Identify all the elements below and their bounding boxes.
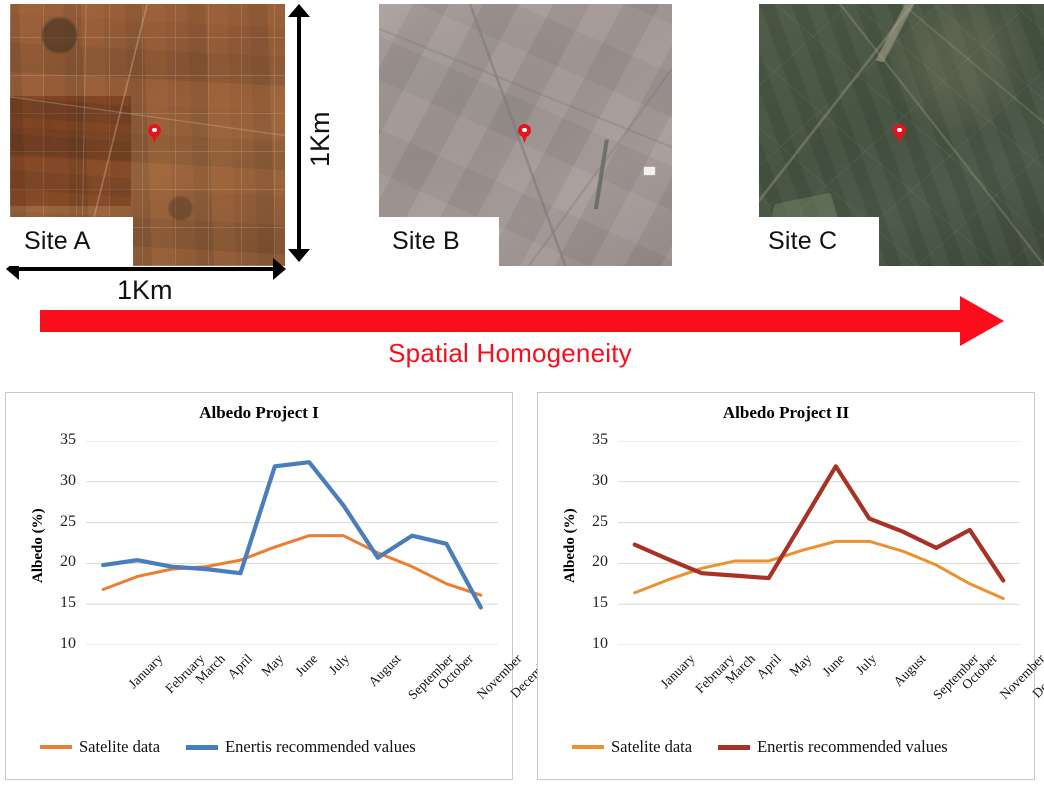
y-tick-label: 10	[60, 635, 76, 652]
legend-swatch-line-icon	[718, 744, 751, 750]
legend-item-satellite[interactable]: Satelite data	[572, 737, 692, 757]
site-b-location-pin	[518, 124, 531, 143]
horizontal-scale-label: 1Km	[117, 275, 173, 305]
site-panel-b: Site B	[378, 4, 672, 266]
x-tick-label: June	[292, 651, 321, 680]
x-tick-label: April	[224, 651, 256, 682]
legend-item-recommended[interactable]: Enertis recommended values	[186, 737, 416, 757]
legend-swatch-line-icon	[572, 745, 604, 749]
x-tick-label: July	[852, 651, 879, 678]
legend-item-recommended[interactable]: Enertis recommended values	[718, 737, 948, 757]
legend-label: Enertis recommended values	[225, 737, 416, 756]
vertical-scale-arrow	[288, 4, 310, 262]
chart-2-title: Albedo Project II	[722, 403, 850, 422]
spatial-homogeneity-arrow-group: Spatial Homogeneity	[0, 296, 1044, 368]
chart-2-lines	[618, 441, 1020, 645]
legend-swatch-line-icon	[186, 744, 219, 750]
chart-1-title: Albedo Project I	[199, 403, 319, 422]
site-c-label: Site C	[754, 217, 879, 266]
y-tick-label: 25	[592, 512, 608, 530]
x-tick-label: May	[257, 651, 286, 680]
chart-panel-albedo-project-2: Albedo Project II Albedo (%) 10 15 20 25 30 3…	[537, 392, 1044, 780]
legend-label: Satelite data	[79, 737, 161, 756]
y-tick-label: 20	[60, 553, 76, 571]
site-c-location-pin	[893, 124, 906, 143]
chart-2-plot-area	[618, 441, 1020, 645]
site-a-label: Site A	[10, 217, 133, 266]
y-tick-label: 25	[60, 512, 76, 530]
site-a-location-pin	[148, 124, 161, 143]
y-tick-label: 15	[592, 594, 608, 612]
y-tick-label: 10	[592, 635, 608, 652]
chart-1-lines	[86, 441, 498, 645]
y-tick-label: 20	[592, 553, 608, 571]
site-panel-a: Site A	[10, 4, 285, 266]
homogeneity-arrow-head-icon	[960, 296, 1004, 346]
chart-panel-albedo-project-1: Albedo Project I Albedo (%) 10 15 20 25 30 35…	[5, 392, 557, 780]
chart-2-legend: Satelite data Enertis recommended values	[572, 737, 974, 757]
series-line-recommended	[101, 460, 483, 610]
legend-swatch-line-icon	[40, 745, 72, 749]
site-imagery-row: Site A Site B Site C 1Km	[0, 0, 1044, 305]
x-tick-label: August	[890, 651, 929, 690]
site-panel-c: Site C	[754, 4, 1044, 266]
homogeneity-arrow-shaft	[40, 310, 970, 332]
y-tick-label: 35	[592, 431, 608, 448]
chart-1-plot-area	[86, 441, 498, 645]
spatial-homogeneity-label: Spatial Homogeneity	[388, 338, 632, 368]
legend-label: Enertis recommended values	[757, 737, 948, 756]
x-tick-label: April	[753, 651, 785, 682]
x-tick-label: July	[325, 651, 353, 678]
legend-label: Satelite data	[611, 737, 693, 756]
chart-1-legend: Satelite data Enertis recommended values	[40, 737, 442, 757]
y-tick-label: 15	[60, 594, 76, 612]
site-b-label: Site B	[378, 217, 499, 266]
y-tick-label: 30	[60, 471, 76, 489]
x-tick-label: August	[364, 651, 404, 690]
legend-item-satellite[interactable]: Satelite data	[40, 737, 160, 757]
y-tick-label: 35	[60, 431, 76, 448]
x-tick-label: May	[785, 651, 815, 680]
y-tick-label: 30	[592, 471, 608, 489]
x-tick-label: June	[819, 651, 848, 680]
vertical-scale-label: 1Km	[305, 111, 335, 167]
series-line-satellite	[101, 534, 483, 597]
x-tick-label: January	[125, 651, 166, 692]
series-line-recommended	[632, 464, 1006, 583]
